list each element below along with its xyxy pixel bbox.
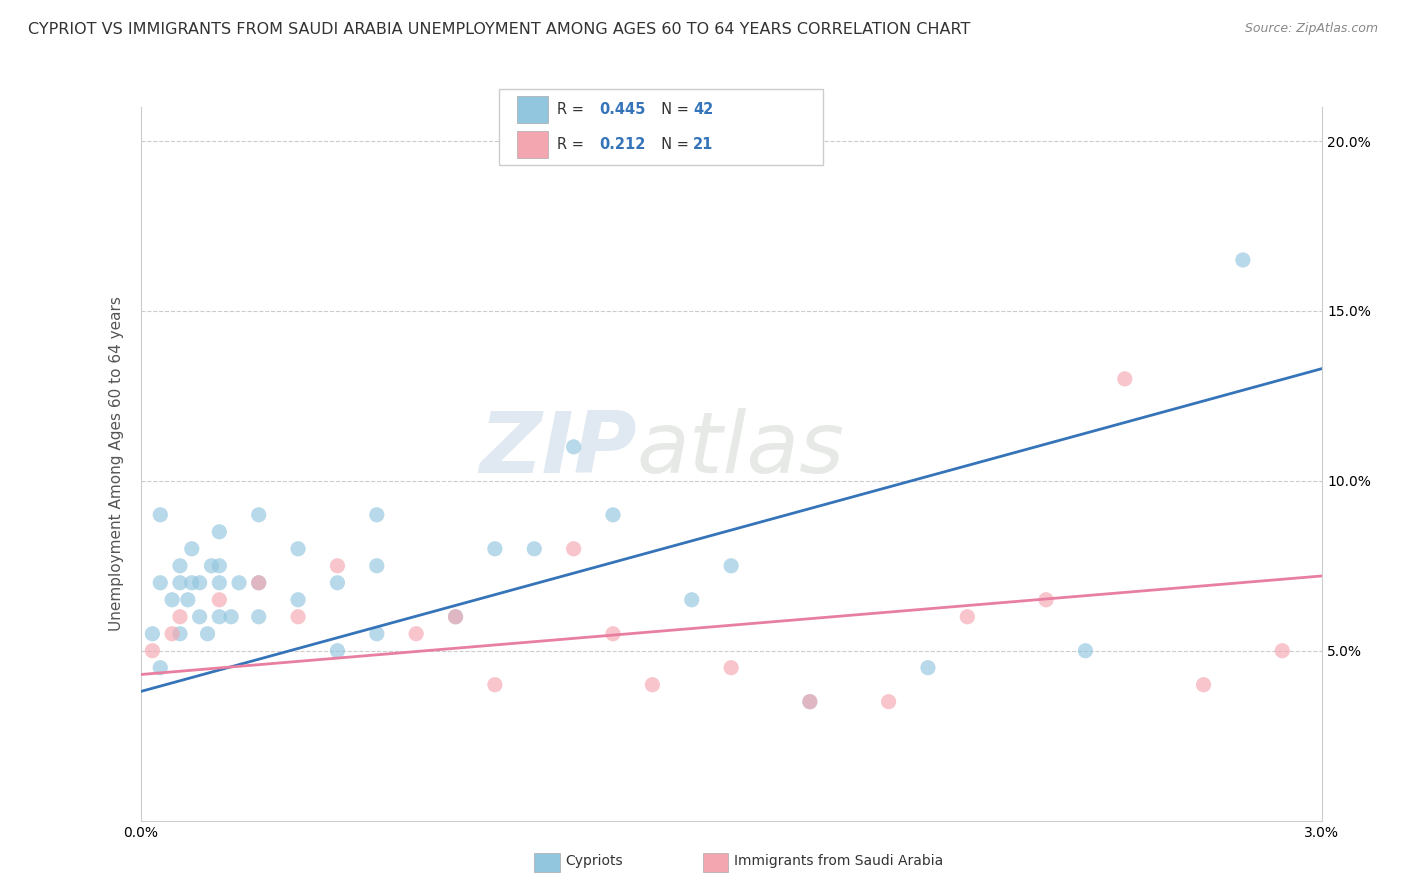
Point [219,609,242,624]
Point [366,558,388,573]
Point [720,661,742,675]
Point [799,695,821,709]
Point [366,626,388,640]
Text: CYPRIOT VS IMMIGRANTS FROM SAUDI ARABIA UNEMPLOYMENT AMONG AGES 60 TO 64 YEARS C: CYPRIOT VS IMMIGRANTS FROM SAUDI ARABIA … [28,22,970,37]
Point [208,558,231,573]
Point [177,592,200,607]
Text: N =: N = [652,103,695,117]
Point [149,575,172,590]
Point [1074,644,1097,658]
Point [917,661,939,675]
Text: Cypriots: Cypriots [565,854,623,868]
Point [247,575,270,590]
Point [169,626,191,640]
Point [180,575,202,590]
Point [188,575,211,590]
Point [287,609,309,624]
Point [160,592,183,607]
Text: R =: R = [557,103,588,117]
Point [247,575,270,590]
Text: R =: R = [557,137,588,152]
Point [200,558,222,573]
Point [1035,592,1057,607]
Point [208,524,231,539]
Point [1271,644,1294,658]
Point [602,626,624,640]
Point [484,678,506,692]
Point [562,440,585,454]
Text: 0.445: 0.445 [599,103,645,117]
Point [366,508,388,522]
Point [208,592,231,607]
Point [1192,678,1215,692]
Point [799,695,821,709]
Point [208,609,231,624]
Y-axis label: Unemployment Among Ages 60 to 64 years: Unemployment Among Ages 60 to 64 years [108,296,124,632]
Point [287,592,309,607]
Point [641,678,664,692]
Point [160,626,183,640]
Point [169,558,191,573]
Point [444,609,467,624]
Point [326,558,349,573]
Point [247,609,270,624]
Text: Immigrants from Saudi Arabia: Immigrants from Saudi Arabia [734,854,943,868]
Point [228,575,250,590]
Point [562,541,585,556]
Point [141,626,163,640]
Point [405,626,427,640]
Point [877,695,900,709]
Point [197,626,219,640]
Point [523,541,546,556]
Point [1232,252,1254,267]
Point [326,575,349,590]
Point [149,661,172,675]
Text: ZIP: ZIP [479,408,637,491]
Point [169,575,191,590]
Text: 21: 21 [693,137,713,152]
Text: 42: 42 [693,103,713,117]
Point [141,644,163,658]
Point [188,609,211,624]
Point [287,541,309,556]
Text: Source: ZipAtlas.com: Source: ZipAtlas.com [1244,22,1378,36]
Point [169,609,191,624]
Text: atlas: atlas [637,408,845,491]
Point [180,541,202,556]
Point [681,592,703,607]
Point [208,575,231,590]
Text: N =: N = [652,137,695,152]
Point [484,541,506,556]
Point [956,609,979,624]
Point [247,508,270,522]
Point [326,644,349,658]
Point [1114,372,1136,386]
Point [149,508,172,522]
Point [444,609,467,624]
Point [602,508,624,522]
Point [720,558,742,573]
Text: 0.212: 0.212 [599,137,645,152]
